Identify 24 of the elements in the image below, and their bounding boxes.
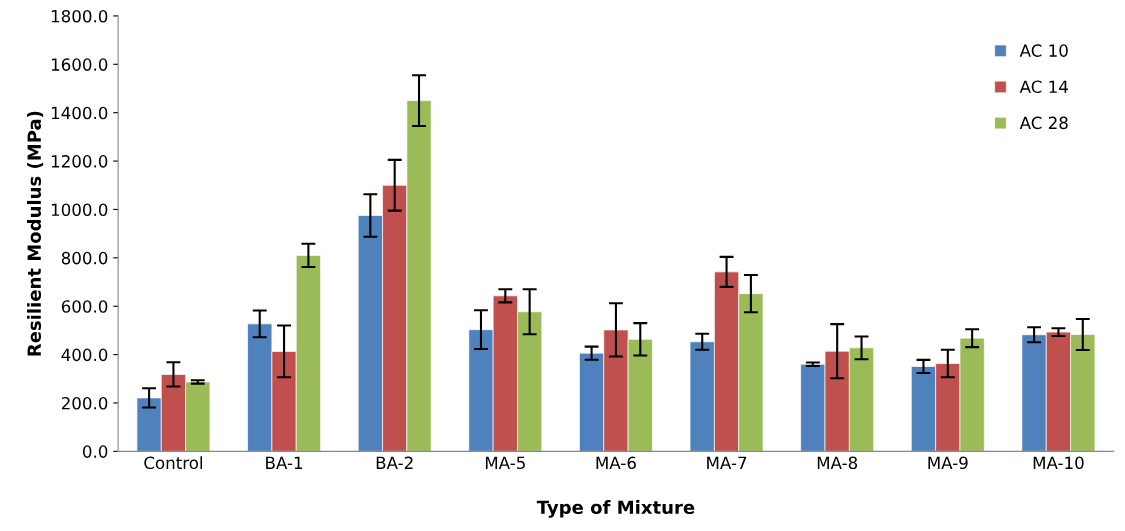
y-tick-label: 800.0 bbox=[61, 251, 108, 265]
y-axis-title: Resilient Modulus (MPa) bbox=[27, 111, 44, 356]
y-tick-label: 400.0 bbox=[61, 348, 108, 362]
y-tick-label: 600.0 bbox=[61, 300, 108, 313]
y-tick-label: 0.0 bbox=[83, 445, 108, 458]
legend-label: AC 28 bbox=[1019, 116, 1068, 130]
y-tick-label: 1200.0 bbox=[51, 155, 108, 168]
y-tick-label: 1000.0 bbox=[51, 203, 108, 217]
x-tick-label: BA-2 bbox=[376, 456, 413, 469]
x-tick-label: MA-10 bbox=[1033, 456, 1084, 470]
legend-label: AC 14 bbox=[1019, 80, 1068, 94]
x-tick-label: MA-8 bbox=[817, 456, 858, 470]
x-axis-title: Type of Mixture bbox=[536, 500, 695, 518]
x-tick-label: MA-5 bbox=[485, 456, 525, 470]
y-tick-label: 1600.0 bbox=[51, 58, 108, 71]
y-tick-label: 1400.0 bbox=[51, 106, 108, 120]
x-tick-label: Control bbox=[144, 456, 202, 470]
x-tick-label: MA-7 bbox=[707, 456, 747, 469]
x-tick-label: BA-1 bbox=[266, 456, 303, 469]
y-tick-label: 200.0 bbox=[61, 396, 108, 410]
x-tick-label: MA-9 bbox=[928, 456, 968, 470]
y-tick-label: 1800.0 bbox=[51, 9, 108, 23]
legend-label: AC 10 bbox=[1019, 44, 1068, 57]
x-tick-label: MA-6 bbox=[596, 456, 636, 470]
